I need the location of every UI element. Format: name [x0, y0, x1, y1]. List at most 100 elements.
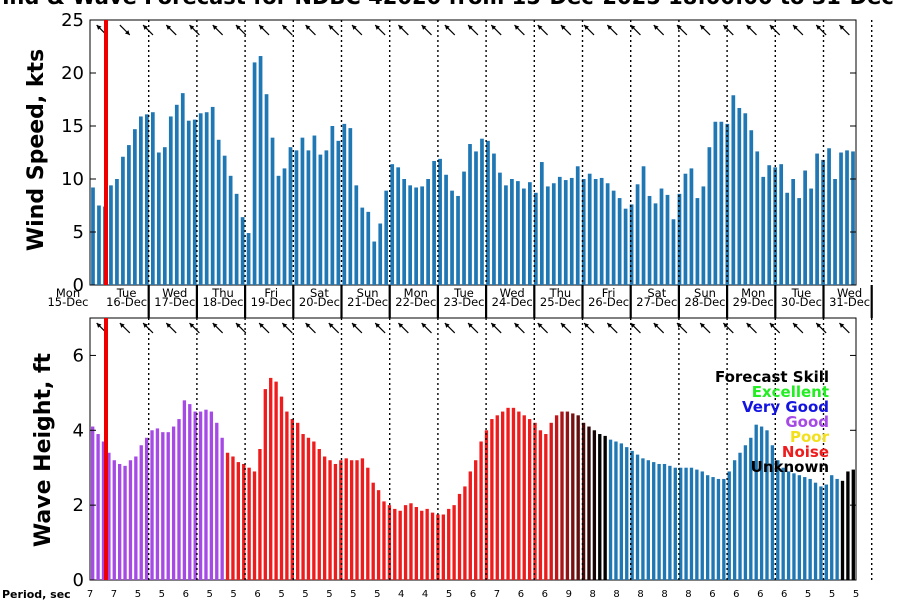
legend-item-very-good: Very Good — [742, 398, 829, 416]
wave-bar — [819, 486, 823, 580]
wind-bar — [234, 193, 239, 285]
direction-arrow — [514, 24, 525, 36]
wave-bar — [333, 463, 338, 580]
wind-bar — [294, 150, 299, 285]
wind-bar — [761, 176, 766, 285]
wind-bar — [731, 95, 736, 285]
wind-bar — [276, 175, 281, 285]
direction-arrow — [815, 24, 827, 36]
wave-bar — [689, 467, 694, 580]
wind-bar — [222, 155, 227, 285]
wind-bar — [402, 179, 407, 285]
wind-bar — [851, 151, 855, 285]
wind-bar — [240, 217, 245, 285]
direction-arrow — [258, 322, 270, 334]
period-value: 6 — [518, 589, 524, 600]
day-of-week-label: Tue — [453, 286, 474, 300]
wind-bar — [312, 135, 317, 285]
direction-arrow — [189, 322, 200, 334]
wave-bar — [144, 437, 149, 580]
wind-bar — [779, 164, 784, 285]
period-value: 5 — [135, 589, 141, 600]
wind-bar — [516, 181, 520, 285]
wind-bar — [450, 190, 454, 285]
wind-bar — [426, 179, 430, 285]
wave-bar — [242, 463, 246, 580]
wave-bar — [749, 437, 753, 580]
period-value: 7 — [494, 589, 500, 600]
wind-bar — [330, 126, 335, 285]
wind-bar — [360, 207, 365, 285]
forecast-skill-legend: Forecast Skill Excellent Very Good Good … — [715, 368, 830, 476]
direction-arrow — [281, 322, 293, 334]
wind-direction-arrows — [96, 24, 850, 36]
wave-bar — [846, 471, 850, 580]
date-label: 17-Dec — [154, 295, 195, 309]
direction-arrow — [374, 322, 386, 334]
wave-bar — [209, 411, 214, 580]
wind-bar — [647, 195, 652, 285]
wind-bar — [97, 205, 101, 285]
wave-bar — [231, 456, 235, 580]
direction-arrow — [490, 322, 502, 334]
wind-bar — [821, 159, 825, 285]
wind-bar — [384, 190, 389, 285]
wind-bar — [510, 179, 514, 285]
wave-bar — [738, 452, 742, 580]
wave-bar — [425, 508, 429, 580]
wind-y-label: Wind Speed, kts — [24, 49, 49, 251]
wave-bar — [274, 381, 278, 580]
wind-bar — [342, 123, 347, 285]
wave-bar — [803, 477, 807, 580]
wave-bar — [155, 428, 160, 580]
wind-bar — [767, 165, 772, 285]
wave-bar — [657, 463, 661, 580]
direction-arrow — [746, 322, 757, 334]
wave-bar — [797, 475, 802, 580]
wave-bar — [247, 467, 251, 580]
direction-arrow — [421, 24, 432, 36]
period-values: 7 7 5 5 6 5 5 6 5 5 5 5 5 4 4 5 6 7 6 6 9 8 8 8 8 8 6 6 6 6 5 5 5 — [87, 589, 859, 600]
wind-tick-label: 5 — [73, 222, 84, 243]
wind-bar — [288, 147, 293, 285]
wind-bar — [456, 195, 460, 285]
wave-bar — [349, 460, 354, 580]
wind-bar — [581, 179, 586, 285]
wind-bar — [216, 139, 221, 285]
wind-bar — [121, 156, 125, 285]
direction-arrow — [583, 322, 595, 334]
date-label: 19-Dec — [251, 295, 292, 309]
wave-bar — [220, 437, 224, 580]
wind-bar — [192, 119, 197, 285]
direction-arrow — [467, 322, 479, 334]
day-of-week-label: Tue — [116, 286, 137, 300]
wind-bar — [611, 190, 616, 285]
wind-bar — [737, 107, 742, 285]
wind-bar — [162, 147, 167, 285]
wave-tick-label: 0 — [73, 570, 84, 591]
direction-arrow — [397, 322, 409, 334]
wave-bar — [824, 484, 828, 580]
wave-bars — [91, 377, 855, 580]
wave-bar — [759, 426, 764, 580]
day-of-week-label: Wed — [500, 286, 525, 300]
chart-title: Wind & Wave Forecast for NDBC 42020 from… — [0, 0, 900, 9]
wave-bar — [544, 434, 548, 580]
wave-bar — [495, 415, 499, 580]
wave-bar — [490, 419, 494, 580]
date-label: 16-Dec — [106, 295, 147, 309]
wave-bar — [96, 434, 100, 580]
wave-bar — [851, 469, 855, 580]
wave-bar — [123, 465, 127, 580]
day-of-week-label: Sun — [694, 286, 716, 300]
day-of-week-label: Fri — [264, 286, 278, 300]
direction-arrow — [467, 24, 479, 36]
wind-bar — [755, 151, 760, 285]
wave-bar — [177, 419, 181, 580]
day-of-week-label: Thu — [549, 286, 572, 300]
wave-bar — [150, 430, 154, 580]
direction-arrow — [328, 24, 340, 36]
wind-bar — [462, 171, 466, 285]
wind-panel: 0 5 10 15 20 25 Wind Speed, kts — [24, 10, 857, 296]
